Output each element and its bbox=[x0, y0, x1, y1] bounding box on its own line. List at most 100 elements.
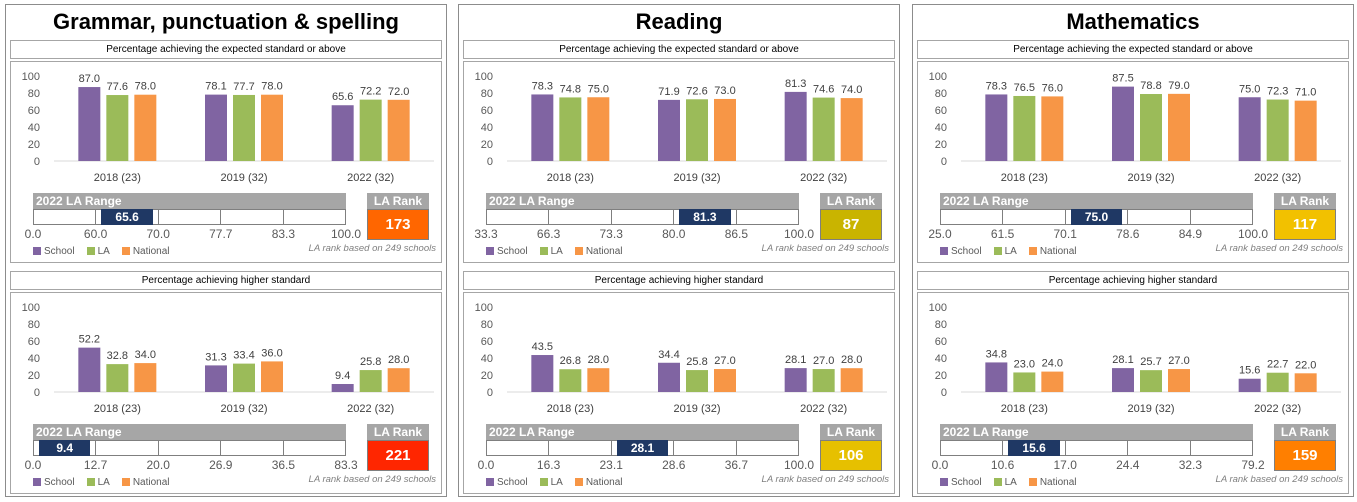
legend: School LA National bbox=[486, 476, 623, 488]
la-range-header: 2022 LA Range bbox=[940, 193, 1253, 209]
range-tick-label: 0.0 bbox=[931, 458, 949, 472]
legend-item-national: National bbox=[121, 245, 170, 257]
legend-swatch-la bbox=[993, 247, 1002, 255]
data-label: 34.8 bbox=[986, 348, 1007, 360]
range-tick-label: 20.0 bbox=[146, 458, 170, 472]
y-tick-label: 60 bbox=[935, 105, 947, 117]
bar-school bbox=[331, 105, 354, 161]
bar-national bbox=[1168, 93, 1190, 161]
bar-school bbox=[784, 91, 807, 161]
range-tick-label: 80.0 bbox=[662, 227, 686, 241]
legend-swatch-la bbox=[539, 247, 548, 255]
legend-swatch-national bbox=[1028, 247, 1037, 255]
range-tick-label: 60.0 bbox=[83, 227, 108, 241]
data-label: 78.3 bbox=[986, 80, 1007, 92]
category-label: 2018 (23) bbox=[1001, 172, 1048, 184]
range-tick-label: 25.0 bbox=[928, 227, 952, 241]
data-label: 74.0 bbox=[841, 84, 862, 96]
category-label: 2018 (23) bbox=[94, 403, 141, 415]
legend-item-la: LA bbox=[86, 477, 110, 488]
la-range-cell bbox=[549, 441, 612, 455]
range-tick-label: 100.0 bbox=[1237, 227, 1269, 241]
la-range-cell bbox=[221, 441, 284, 455]
legend-label-school: School bbox=[951, 476, 982, 488]
legend-label-national: National bbox=[1039, 476, 1077, 488]
data-label: 26.8 bbox=[560, 355, 581, 367]
la-rank-value: 221 bbox=[367, 440, 429, 471]
legend-item-school: School bbox=[486, 477, 528, 488]
data-label: 25.7 bbox=[1140, 356, 1161, 368]
bar-national bbox=[1168, 369, 1190, 392]
legend-label-school: School bbox=[497, 245, 528, 257]
y-tick-label: 0 bbox=[941, 387, 947, 399]
legend-swatch-national bbox=[121, 247, 130, 255]
panel-title: Mathematics bbox=[1066, 9, 1200, 34]
data-label: 27.0 bbox=[813, 355, 834, 367]
la-range-ticks: 0.0 16.3 23.1 28.6 36.7 100.0 bbox=[478, 458, 814, 472]
bar-chart: 100 80 60 40 20 0 78.3 74.8 75.0 2018 (23) 71.9 72.… bbox=[475, 71, 887, 184]
data-label: 79.0 bbox=[1168, 80, 1189, 92]
legend-label-national: National bbox=[132, 245, 170, 257]
category-label: 2019 (32) bbox=[673, 172, 720, 184]
bar-national bbox=[261, 361, 283, 392]
bar-national bbox=[587, 97, 610, 161]
range-tick-label: 28.6 bbox=[662, 458, 686, 472]
la-rank-label: LA Rank bbox=[1274, 424, 1336, 440]
la-range-cell: 81.3 bbox=[674, 209, 737, 225]
y-tick-label: 100 bbox=[929, 71, 947, 83]
legend-swatch-la bbox=[86, 247, 95, 255]
la-rank-label: LA Rank bbox=[367, 424, 429, 440]
range-tick-label: 61.5 bbox=[990, 227, 1015, 241]
data-label: 33.4 bbox=[233, 350, 254, 362]
la-range-cells: 65.6 bbox=[33, 209, 346, 225]
bar-school bbox=[985, 362, 1008, 392]
data-label: 22.0 bbox=[1295, 359, 1316, 371]
data-label: 75.0 bbox=[588, 83, 609, 95]
range-tick-label: 66.3 bbox=[536, 227, 561, 241]
legend-item-national: National bbox=[574, 477, 623, 488]
la-rank-value: 117 bbox=[1274, 209, 1336, 240]
la-range-header: 2022 LA Range bbox=[486, 424, 799, 440]
y-tick-label: 60 bbox=[28, 105, 40, 117]
data-label: 72.0 bbox=[388, 86, 409, 98]
data-label: 9.4 bbox=[335, 370, 350, 382]
legend-label-national: National bbox=[132, 476, 170, 488]
data-label: 25.8 bbox=[360, 356, 381, 368]
school-2022-marker: 75.0 bbox=[1070, 209, 1123, 225]
bar-national bbox=[1294, 100, 1317, 161]
range-tick-label: 84.9 bbox=[1178, 227, 1203, 241]
data-label: 72.2 bbox=[360, 86, 381, 98]
data-label: 22.7 bbox=[1267, 359, 1288, 371]
y-tick-label: 0 bbox=[941, 156, 947, 168]
legend-swatch-school bbox=[940, 247, 948, 255]
range-tick-label: 36.7 bbox=[724, 458, 749, 472]
range-tick-label: 10.6 bbox=[990, 458, 1015, 472]
legend-swatch-national bbox=[1028, 478, 1037, 486]
la-range-cell: 9.4 bbox=[34, 440, 97, 456]
data-label: 78.1 bbox=[205, 81, 226, 93]
panel-title: Grammar, punctuation & spelling bbox=[53, 9, 399, 34]
legend-item-school: School bbox=[33, 246, 75, 257]
data-label: 65.6 bbox=[332, 91, 353, 103]
la-range-cells: 75.0 bbox=[940, 209, 1253, 225]
bar-school bbox=[331, 384, 354, 392]
bar-school bbox=[531, 94, 554, 161]
bar-chart: 100 80 60 40 20 0 87.0 77.6 78.0 2018 (23) 78.1 77.… bbox=[22, 71, 434, 184]
data-label: 27.0 bbox=[714, 355, 735, 367]
category-label: 2022 (32) bbox=[800, 403, 847, 415]
y-tick-label: 80 bbox=[481, 88, 493, 100]
bar-national bbox=[840, 98, 863, 161]
la-range-cell: 65.6 bbox=[96, 209, 159, 225]
data-label: 71.9 bbox=[658, 86, 679, 98]
category-label: 2022 (32) bbox=[1254, 403, 1301, 415]
bar-la bbox=[686, 99, 708, 161]
la-range-cell bbox=[737, 441, 798, 455]
data-label: 87.0 bbox=[79, 73, 100, 85]
la-range-cells: 9.4 bbox=[33, 440, 346, 456]
la-range-cell bbox=[549, 210, 612, 224]
data-label: 28.0 bbox=[841, 354, 862, 366]
bar-la bbox=[106, 95, 129, 161]
bar-school bbox=[205, 365, 227, 392]
section-subtitle: Percentage achieving higher standard bbox=[10, 271, 442, 290]
legend-label-la: LA bbox=[1004, 476, 1017, 488]
